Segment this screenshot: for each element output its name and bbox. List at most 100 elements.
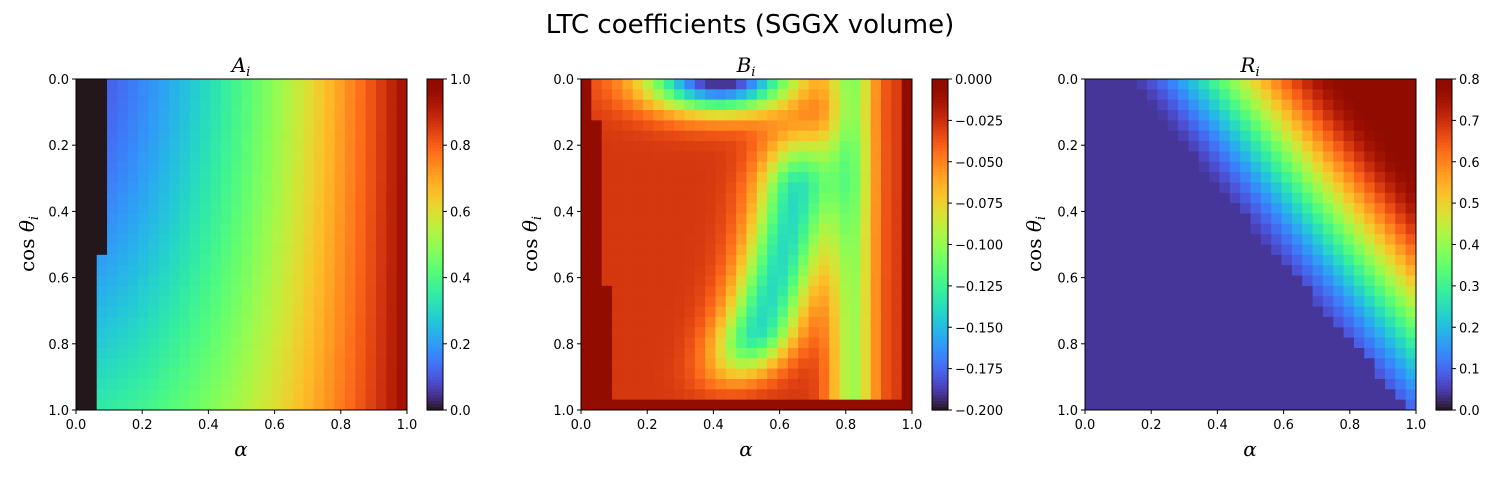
heatmap-cell (148, 347, 160, 359)
heatmap-cell (694, 306, 706, 318)
heatmap-cell (200, 275, 211, 287)
heatmap-cell (1333, 99, 1345, 111)
heatmap-cell (849, 203, 861, 214)
heatmap-cell (179, 389, 191, 401)
colorbar-segment (1436, 196, 1452, 200)
heatmap-cell (787, 399, 799, 411)
heatmap-cell (705, 254, 716, 266)
heatmap-cell (241, 203, 253, 214)
colorbar-segment (1436, 247, 1452, 252)
heatmap-cell (643, 347, 654, 359)
heatmap-cell (787, 151, 799, 163)
heatmap-cell (891, 337, 903, 349)
heatmap-cell (1322, 151, 1334, 163)
heatmap-cell (880, 120, 892, 132)
heatmap-cell (303, 203, 315, 214)
colorbar-segment (427, 262, 443, 267)
heatmap-cell (612, 347, 623, 359)
heatmap-cell (313, 130, 325, 142)
heatmap-cell (880, 296, 892, 308)
colorbar-segment (1436, 292, 1452, 297)
heatmap-cell (694, 99, 706, 111)
heatmap-cell (632, 306, 644, 318)
heatmap-cell (746, 285, 758, 297)
heatmap-cell (272, 327, 284, 339)
heatmap-cell (591, 275, 603, 287)
heatmap-cell (1116, 203, 1127, 214)
heatmap-cell (746, 265, 758, 277)
heatmap-cell (1312, 275, 1324, 287)
heatmap-cell (1384, 172, 1396, 183)
heatmap-cell (1260, 389, 1272, 401)
colorbar-segment (427, 301, 443, 306)
heatmap-cell (375, 275, 387, 287)
colorbar-segment (932, 172, 948, 176)
heatmap-cell (1322, 79, 1334, 90)
heatmap-cell (1136, 275, 1148, 287)
heatmap-cell (591, 358, 603, 370)
colorbar-segment (427, 154, 443, 158)
heatmap-cell (107, 347, 118, 359)
heatmap-cell (210, 120, 222, 132)
heatmap-cell (272, 130, 284, 142)
heatmap-cell (860, 399, 872, 411)
heatmap-cell (891, 79, 903, 90)
colorbar-segment (427, 295, 443, 300)
colorbar-segment (427, 328, 443, 333)
x-tick-label: 0.8 (835, 418, 856, 433)
heatmap-cell (1167, 399, 1179, 411)
heatmap-cell (1188, 347, 1200, 359)
heatmap-cell (303, 327, 315, 339)
heatmap-cell (694, 399, 706, 411)
colorbar-segment (932, 238, 948, 243)
heatmap-cell (386, 378, 398, 390)
heatmap-cell (1405, 327, 1417, 339)
colorbar-segment (1436, 211, 1452, 216)
colorbar-segment (932, 406, 948, 411)
heatmap-cell (1333, 110, 1345, 121)
colorbar-segment (1436, 385, 1452, 390)
heatmap-cell (138, 327, 149, 339)
heatmap-cell (1395, 327, 1407, 339)
heatmap-cell (870, 161, 882, 173)
heatmap-cell (1364, 244, 1376, 256)
x-tick-label: 1.0 (902, 418, 923, 433)
heatmap-cell (622, 285, 634, 297)
heatmap-cell (344, 275, 356, 287)
heatmap-cell (365, 99, 377, 111)
heatmap-cell (1105, 223, 1117, 235)
heatmap-cell (1116, 327, 1127, 339)
heatmap-cell (76, 306, 87, 318)
colorbar-segment (932, 349, 948, 354)
heatmap-cell (787, 285, 799, 297)
heatmap-cell (787, 337, 799, 349)
heatmap-cell (282, 368, 294, 380)
colorbar-segment (1436, 283, 1452, 288)
heatmap-cell (1384, 99, 1396, 111)
colorbar-segment (427, 94, 443, 98)
heatmap-cell (798, 275, 810, 287)
heatmap-cell (787, 99, 799, 111)
heatmap-cell (169, 110, 180, 121)
heatmap-cell (1312, 389, 1324, 401)
heatmap-cell (787, 316, 799, 328)
colorbar-segment (1436, 376, 1452, 381)
heatmap-cell (612, 120, 623, 132)
heatmap-cell (1395, 275, 1407, 287)
heatmap-cell (76, 347, 87, 359)
heatmap-cell (622, 161, 634, 173)
heatmap-cell (849, 254, 861, 266)
heatmap-cell (581, 368, 592, 380)
heatmap-cell (375, 296, 387, 308)
heatmap-cell (818, 172, 830, 183)
heatmap-cell (1198, 337, 1210, 349)
heatmap-cell (684, 358, 696, 370)
heatmap-cell (386, 327, 398, 339)
heatmap-cell (375, 79, 387, 90)
heatmap-cell (1281, 99, 1293, 111)
heatmap-cell (303, 172, 315, 183)
heatmap-cell (1312, 223, 1324, 235)
heatmap-cell (1085, 399, 1096, 411)
heatmap-cell (1085, 110, 1096, 121)
heatmap-cell (1271, 306, 1283, 318)
